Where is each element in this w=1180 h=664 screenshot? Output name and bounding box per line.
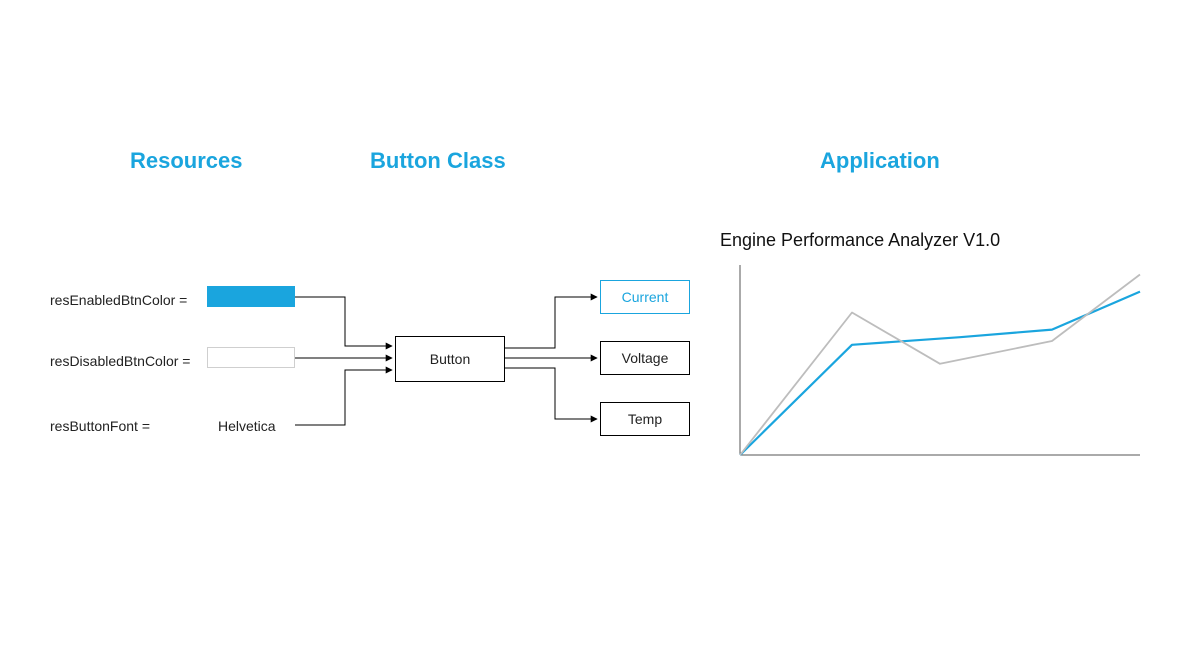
chart-axes [740,265,1140,455]
chart-lines [740,275,1140,456]
chart-title: Engine Performance Analyzer V1.0 [720,230,1000,251]
app-button-current[interactable]: Current [600,280,690,314]
swatch-disabled-color [207,347,295,368]
font-value: Helvetica [218,418,276,434]
app-button-voltage[interactable]: Voltage [600,341,690,375]
heading-button-class: Button Class [370,148,506,174]
swatch-enabled-color [207,286,295,307]
label-enabled-color: resEnabledBtnColor = [50,292,187,308]
heading-resources: Resources [130,148,243,174]
label-button-font: resButtonFont = [50,418,150,434]
label-disabled-color: resDisabledBtnColor = [50,353,190,369]
diagram-overlay [0,0,1180,664]
button-class-box: Button [395,336,505,382]
heading-application: Application [820,148,940,174]
app-button-temp[interactable]: Temp [600,402,690,436]
